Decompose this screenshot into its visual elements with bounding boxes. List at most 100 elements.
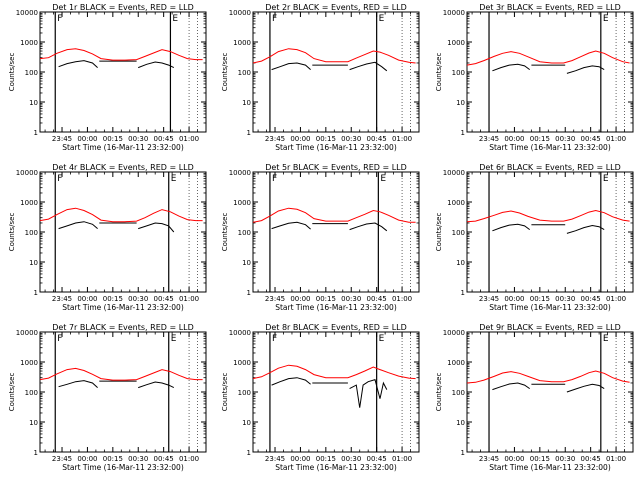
event-marker-label: E bbox=[603, 334, 609, 344]
y-tick-label: 1000 bbox=[447, 199, 465, 207]
events-line bbox=[349, 61, 388, 72]
detector-panel-3: Det 3r BLACK = Events, RED = LLD 1 10 100 10… bbox=[435, 3, 634, 152]
y-tick-label: 100 bbox=[238, 229, 251, 237]
x-tick-label: 00:15 bbox=[530, 135, 550, 143]
panel-title: Det 1r BLACK = Events, RED = LLD bbox=[52, 3, 194, 12]
event-marker-label: E bbox=[172, 14, 178, 24]
events-line bbox=[492, 382, 530, 391]
x-tick-label: 01:00 bbox=[606, 135, 626, 143]
x-tick-label: 00:45 bbox=[581, 295, 601, 303]
x-tick-label: 00:00 bbox=[290, 135, 310, 143]
y-tick-label: 1000 bbox=[447, 359, 465, 367]
event-marker-label: E bbox=[603, 174, 609, 184]
panel-title: Det 7r BLACK = Events, RED = LLD bbox=[52, 323, 194, 332]
panel-title: Det 9r BLACK = Events, RED = LLD bbox=[479, 323, 621, 332]
x-tick-label: 00:45 bbox=[581, 135, 601, 143]
x-tick-label: 23:45 bbox=[479, 295, 499, 303]
y-tick-label: 100 bbox=[25, 389, 38, 397]
y-tick-label: 10 bbox=[242, 419, 251, 427]
event-marker-label: F bbox=[57, 14, 62, 24]
x-tick-label: 01:00 bbox=[392, 455, 412, 463]
plot-frame bbox=[466, 331, 634, 453]
y-tick-label: 100 bbox=[238, 389, 251, 397]
x-tick-label: 23:45 bbox=[52, 295, 72, 303]
x-tick-label: 23:45 bbox=[52, 135, 72, 143]
x-axis-label: Start Time (16-Mar-11 23:32:00) bbox=[62, 143, 184, 152]
events-line bbox=[566, 65, 605, 74]
y-tick-label: 1 bbox=[34, 129, 38, 137]
y-axis-label: Counts/sec bbox=[221, 373, 229, 412]
x-tick-label: 00:30 bbox=[128, 295, 148, 303]
detector-panel-5: Det 5r BLACK = Events, RED = LLD 1 10 100 10… bbox=[221, 163, 420, 312]
x-tick-label: 00:30 bbox=[341, 455, 361, 463]
y-axis-label: Counts/sec bbox=[435, 53, 443, 92]
x-tick-label: 00:00 bbox=[77, 455, 97, 463]
x-axis-label: Start Time (16-Mar-11 23:32:00) bbox=[62, 303, 184, 312]
y-tick-label: 1000 bbox=[447, 39, 465, 47]
events-line bbox=[138, 222, 175, 233]
panel-title: Det 2r BLACK = Events, RED = LLD bbox=[265, 3, 407, 12]
events-line bbox=[58, 221, 98, 230]
events-line bbox=[492, 63, 530, 72]
x-tick-label: 23:45 bbox=[265, 135, 285, 143]
x-tick-label: 00:15 bbox=[103, 295, 123, 303]
y-axis-label: Counts/sec bbox=[221, 213, 229, 252]
events-line bbox=[271, 221, 311, 230]
detector-panel-6: Det 6r BLACK = Events, RED = LLD 1 10 100 10… bbox=[435, 163, 634, 312]
detector-panel-1: Det 1r BLACK = Events, RED = LLD 1 10 100 10… bbox=[8, 3, 207, 152]
x-tick-label: 01:00 bbox=[179, 455, 199, 463]
x-tick-label: 23:45 bbox=[479, 455, 499, 463]
event-marker-label: F bbox=[272, 14, 277, 24]
y-tick-label: 10 bbox=[242, 259, 251, 267]
x-tick-label: 01:00 bbox=[179, 295, 199, 303]
lld-line bbox=[466, 209, 630, 223]
x-tick-label: 00:30 bbox=[555, 455, 575, 463]
x-tick-label: 00:45 bbox=[367, 295, 387, 303]
x-tick-label: 00:30 bbox=[555, 295, 575, 303]
y-tick-label: 10000 bbox=[16, 9, 38, 17]
y-axis-label: Counts/sec bbox=[435, 213, 443, 252]
panel-title: Det 6r BLACK = Events, RED = LLD bbox=[479, 163, 621, 172]
y-tick-label: 1 bbox=[247, 449, 251, 457]
y-tick-label: 1 bbox=[34, 289, 38, 297]
plot-frame bbox=[39, 11, 207, 133]
panel-title: Det 5r BLACK = Events, RED = LLD bbox=[265, 163, 407, 172]
x-axis-label: Start Time (16-Mar-11 23:32:00) bbox=[489, 463, 611, 472]
panel-title: Det 3r BLACK = Events, RED = LLD bbox=[479, 3, 621, 12]
x-tick-label: 00:30 bbox=[555, 135, 575, 143]
y-tick-label: 100 bbox=[25, 69, 38, 77]
x-axis-label: Start Time (16-Mar-11 23:32:00) bbox=[489, 143, 611, 152]
lld-line bbox=[39, 207, 203, 223]
y-tick-label: 1000 bbox=[20, 39, 38, 47]
panel-title: Det 8r BLACK = Events, RED = LLD bbox=[265, 323, 407, 332]
x-tick-label: 00:45 bbox=[154, 295, 174, 303]
events-line bbox=[271, 62, 311, 71]
panel-title: Det 4r BLACK = Events, RED = LLD bbox=[52, 163, 194, 172]
lld-line bbox=[252, 207, 416, 223]
lld-line bbox=[252, 364, 416, 380]
x-tick-label: 23:45 bbox=[265, 455, 285, 463]
y-tick-label: 1 bbox=[247, 289, 251, 297]
y-tick-label: 1 bbox=[247, 129, 251, 137]
event-marker-label: E bbox=[171, 334, 177, 344]
event-marker-label: F bbox=[57, 174, 62, 184]
events-line bbox=[566, 383, 605, 393]
events-line bbox=[492, 223, 530, 232]
x-tick-label: 01:00 bbox=[392, 295, 412, 303]
x-tick-label: 00:45 bbox=[154, 455, 174, 463]
y-tick-label: 10000 bbox=[229, 9, 251, 17]
x-tick-label: 00:15 bbox=[530, 295, 550, 303]
event-marker-label: E bbox=[171, 174, 177, 184]
y-tick-label: 1 bbox=[461, 129, 465, 137]
plot-frame bbox=[39, 331, 207, 453]
events-line bbox=[566, 224, 605, 234]
x-tick-label: 00:45 bbox=[154, 135, 174, 143]
event-marker-label: E bbox=[379, 14, 385, 24]
x-tick-label: 00:15 bbox=[530, 455, 550, 463]
x-tick-label: 23:45 bbox=[52, 455, 72, 463]
y-tick-label: 10 bbox=[29, 419, 38, 427]
event-marker-label: E bbox=[380, 174, 386, 184]
y-tick-label: 10 bbox=[242, 99, 251, 107]
y-axis-label: Counts/sec bbox=[8, 53, 16, 92]
